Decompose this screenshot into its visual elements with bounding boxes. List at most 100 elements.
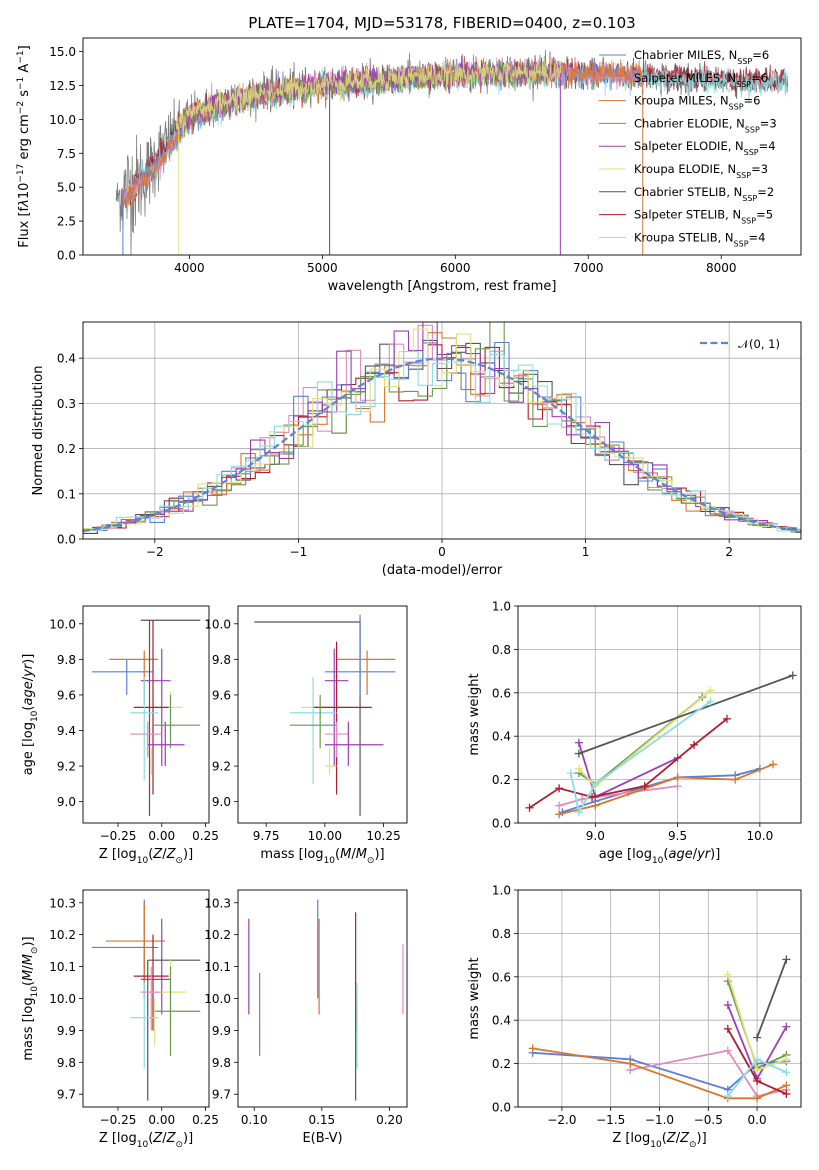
histogram-kroupa-elodie [83,328,801,533]
massweight_vs_age-grid [518,606,801,823]
figure-title: PLATE=1704, MJD=53178, FIBERID=0400, z=0… [248,14,635,32]
age_vs_Z-xtick-label: 0.00 [148,829,175,843]
residuals-xtick-label: −2 [146,545,164,559]
massweight_vs_age-series-salpeter-miles [558,785,678,807]
mass_vs_EBV-ytick-label: 9.8 [212,1056,231,1070]
spectrum-ytick-label: 7.5 [57,147,76,161]
age_vs_Z-xtick-label: 0.25 [192,829,219,843]
age_vs_mass-plot-area [254,614,396,816]
age_vs_mass-xtick-label: 10.00 [308,829,342,843]
mass_vs_Z-ytick-label: 10.1 [49,960,76,974]
massweight_vs_age-series-chabrier-stelib [578,674,794,755]
residuals-ytick-label: 0.1 [57,487,76,501]
histogram-chabrier-miles [83,341,801,533]
mass_vs_EBV-xlabel: E(B-V) [302,1131,342,1146]
residuals-xtick-label: −1 [290,545,308,559]
massweight_vs_age-xtick-label: 9.5 [668,829,687,843]
massweight_vs_Z-xtick-label: 0.0 [748,1113,767,1127]
residuals-legend: 𝒩(0, 1) [700,337,780,351]
age_vs_mass-axes: 9.75 10.00 10.25 9.0 9.2 9.4 9.6 9.8 10.0 mass [l… [204,605,408,866]
age_vs_mass-frame [237,605,408,824]
age_vs_Z-ytick-label: 9.0 [57,795,76,809]
residuals-ytick-label: 0.0 [57,533,76,547]
massweight_vs_Z-ytick-label: 0.0 [492,1101,511,1115]
mass_vs_EBV-ytick-label: 10.0 [204,992,231,1006]
residuals-ytick-label: 0.3 [57,397,76,411]
spectrum-xtick-label: 8000 [706,261,737,275]
massweight_vs_Z-series-salpeter-miles [630,1049,787,1098]
legend-entry: Salpeter MILES, NSSP=6 [634,71,768,89]
mass_vs_EBV-xtick-label: 0.15 [308,1113,335,1127]
massweight_vs_age-axes: 9.0 9.5 10.0 0.0 0.2 0.4 0.6 0.8 1.0 age [log10(a… [467,600,802,866]
residuals-ytick-label: 0.4 [57,352,76,366]
massweight_vs_Z-ytick-label: 1.0 [492,884,511,898]
spectrum-plot-area [115,49,789,255]
age_vs_Z-ytick-label: 10.0 [49,617,76,631]
massweight_vs_Z-xlabel: Z [log10(Z/Z⊙)] [612,1131,706,1150]
massweight_vs_Z-ytick-label: 0.2 [492,1057,511,1071]
spectrum-ytick-label: 12.5 [49,79,76,93]
legend-entry: Chabrier ELODIE, NSSP=3 [634,116,777,133]
age_vs_Z-ytick-label: 9.2 [57,760,76,774]
residuals-ylabel: Normed distribution [31,366,46,496]
age_vs_Z-plot-area [91,619,201,816]
spectrum-ytick-label: 10.0 [49,113,76,127]
mass_vs_Z-frame [82,889,210,1108]
spectrum-xtick-label: 7000 [573,261,604,275]
mass_vs_EBV-ytick-label: 9.9 [212,1024,231,1038]
model-spectrum-kroupa-elodie [175,57,563,133]
massweight_vs_Z-ytick-label: 0.6 [492,970,511,984]
spectrum-ytick-label: 15.0 [49,45,76,59]
mass_vs_EBV-ytick-label: 10.1 [204,960,231,974]
mass_vs_EBV-frame [237,889,408,1108]
age_vs_mass-ytick-label: 10.0 [204,617,231,631]
massweight_vs_Z-ylabel: mass weight [467,957,482,1039]
legend-entry: Chabrier MILES, NSSP=6 [634,48,769,66]
mass_vs_EBV-ytick-label: 9.7 [212,1088,231,1102]
massweight_vs_Z-xtick-label: −1.0 [645,1113,674,1127]
legend-entry: Kroupa ELODIE, NSSP=3 [634,162,768,180]
massweight_vs_age-ytick-label: 0.6 [492,686,511,700]
spectrum-ylabel: Flux [fλ10−17 erg cm−2 s−1 A−1] [16,45,32,247]
massweight_vs_Z-xtick-label: −2.0 [547,1113,576,1127]
massweight_vs_Z-axes: −2.0 −1.5 −1.0 −0.5 0.0 0.0 0.2 0.4 0.6 0.8 1.0 Z [… [467,884,802,1150]
residuals-plot-area [83,322,801,539]
legend-entry: Chabrier STELIB, NSSP=2 [634,185,774,203]
massweight_vs_age-frame [517,605,802,824]
age_vs_Z-frame [82,605,210,824]
spectrum-ytick-label: 5.0 [57,181,76,195]
mass_vs_Z-ytick-label: 9.7 [57,1088,76,1102]
mass_vs_Z-ytick-label: 9.8 [57,1056,76,1070]
legend-entry: Salpeter STELIB, NSSP=5 [634,208,773,226]
mass_vs_Z-xlabel: Z [log10(Z/Z⊙)] [99,1131,193,1150]
massweight_vs_age-series-chabrier-elodie [578,696,703,786]
spectrum-axes: Chabrier MILES, NSSP=6 Salpeter MILES, NS… [16,37,802,294]
massweight_vs_age-plot-area [518,606,801,823]
massweight_vs_age-series-kroupa-elodie [578,689,712,788]
normal-distribution-curve [83,357,801,533]
massweight_vs_age-ytick-label: 0.4 [492,730,511,744]
mass_vs_Z-xtick-label: 0.00 [148,1113,175,1127]
legend-entry: Salpeter ELODIE, NSSP=4 [634,139,776,157]
spectrum-frame [82,37,802,256]
residuals-axes: 𝒩(0, 1) −2 −1 0 1 2 0.0 0.1 0.2 0.3 0.4 (data-model… [31,321,802,578]
age_vs_Z-xtick-label: −0.25 [100,829,137,843]
age_vs_mass-ytick-label: 9.4 [212,724,231,738]
mass_vs_Z-ytick-label: 10.3 [49,896,76,910]
spectrum-xtick-label: 6000 [440,261,471,275]
massweight_vs_age-xlabel: age [log10(age/yr)] [599,847,721,866]
massweight_vs_age-ytick-label: 0.8 [492,643,511,657]
age_vs_mass-xtick-label: 9.75 [253,829,280,843]
massweight_vs_age-ytick-label: 0.0 [492,817,511,831]
massweight_vs_Z-series-chabrier-stelib [756,959,788,1038]
massweight_vs_age-ytick-label: 1.0 [492,600,511,614]
massweight_vs_Z-xtick-label: −1.5 [596,1113,625,1127]
mass_vs_Z-ytick-label: 9.9 [57,1024,76,1038]
massweight_vs_Z-ytick-label: 0.8 [492,927,511,941]
massweight_vs_age-xtick-label: 9.0 [586,829,605,843]
spectrum-xtick-label: 5000 [307,261,338,275]
age_vs_Z-ylabel: age [log10(age/yr)] [21,654,40,776]
mass_vs_Z-xtick-label: −0.25 [100,1113,137,1127]
age_vs_Z-axes: −0.25 0.00 0.25 9.0 9.2 9.4 9.6 9.8 10.0 Z [log10… [21,605,219,866]
